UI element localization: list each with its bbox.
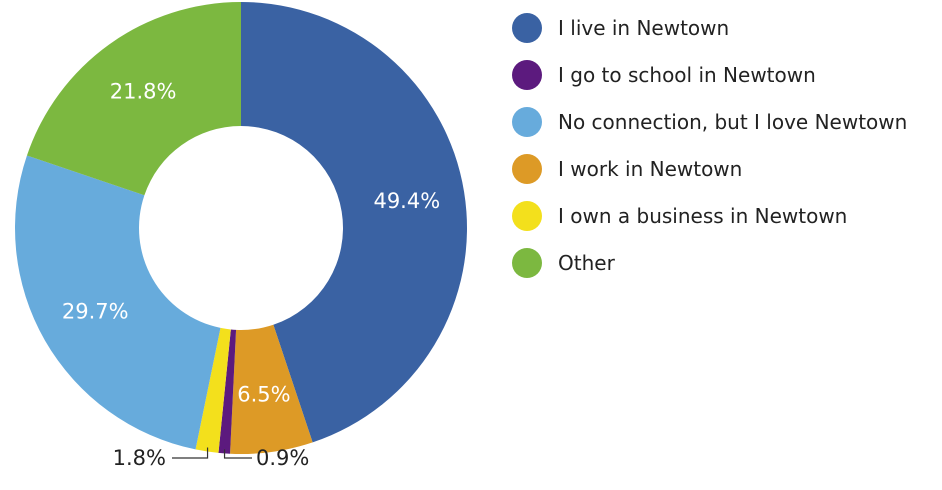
legend-label: I go to school in Newtown — [558, 62, 816, 87]
legend-label: Other — [558, 250, 615, 275]
slice-i-own-a-business-in-newtown — [195, 327, 231, 453]
slice-label-i-live-in-newtown: 49.4% — [373, 189, 440, 213]
legend-swatch — [512, 59, 542, 90]
slice-i-live-in-newtown — [241, 2, 467, 443]
slice-label-no-connection-but-i-love-newtown: 29.7% — [62, 300, 129, 324]
chart-legend: I live in Newtown I go to school in Newto… — [512, 4, 937, 286]
legend-swatch — [512, 12, 542, 43]
slice-no-connection-but-i-love-newtown — [15, 155, 221, 450]
donut-chart: 49.4% 6.5% 0.9% 1.8% 29.7% 21.8% — [15, 1, 467, 470]
slice-i-work-in-newtown — [230, 324, 313, 454]
leader-line-i-own-a-business-in-newtown — [172, 447, 209, 459]
legend-swatch — [512, 247, 542, 278]
legend-swatch — [512, 106, 542, 137]
slice-i-go-to-school-in-newtown — [218, 329, 237, 454]
legend-item-other: Other — [512, 239, 937, 286]
legend-item-no-connection-but-i-love-newtown: No connection, but I love Newtown — [512, 98, 937, 145]
legend-item-i-own-a-business-in-newtown: I own a business in Newtown — [512, 192, 937, 239]
leader-line-i-go-to-school-in-newtown — [223, 449, 252, 459]
legend-item-i-work-in-newtown: I work in Newtown — [512, 145, 937, 192]
legend-label: I own a business in Newtown — [558, 203, 848, 228]
legend-label: No connection, but I love Newtown — [558, 109, 908, 134]
legend-label: I live in Newtown — [558, 15, 730, 40]
legend-item-i-go-to-school-in-newtown: I go to school in Newtown — [512, 51, 937, 98]
slice-other — [26, 1, 241, 196]
legend-label: I work in Newtown — [558, 156, 743, 181]
legend-item-i-live-in-newtown: I live in Newtown — [512, 4, 937, 51]
legend-swatch — [512, 153, 542, 184]
slice-label-i-go-to-school-in-newtown: 0.9% — [256, 446, 309, 470]
slice-label-i-own-a-business-in-newtown: 1.8% — [113, 446, 166, 470]
slice-label-i-work-in-newtown: 6.5% — [237, 382, 290, 406]
slice-label-other: 21.8% — [110, 79, 177, 103]
legend-swatch — [512, 200, 542, 231]
